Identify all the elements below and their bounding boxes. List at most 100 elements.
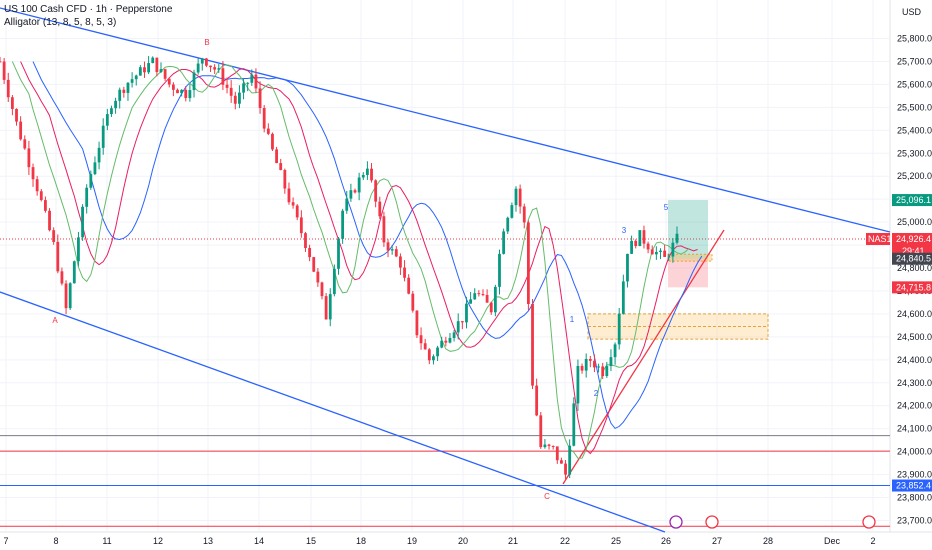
- wave-label[interactable]: 5: [664, 203, 669, 212]
- candle-body[interactable]: [89, 174, 93, 188]
- candle-body[interactable]: [522, 206, 526, 223]
- candle-body[interactable]: [233, 95, 237, 104]
- candle-body[interactable]: [576, 365, 580, 404]
- candle-body[interactable]: [213, 67, 217, 70]
- candle-body[interactable]: [184, 89, 188, 99]
- candle-body[interactable]: [564, 463, 567, 475]
- candle-body[interactable]: [357, 177, 361, 193]
- candle-body[interactable]: [663, 250, 667, 257]
- candle-body[interactable]: [151, 57, 155, 64]
- candle-body[interactable]: [386, 242, 390, 251]
- candle-body[interactable]: [10, 97, 14, 109]
- candle-body[interactable]: [229, 87, 233, 96]
- price-tag[interactable]: 23,852.4: [896, 481, 931, 491]
- candle-body[interactable]: [126, 82, 130, 93]
- candle-body[interactable]: [0, 61, 2, 63]
- candle-body[interactable]: [337, 238, 340, 269]
- wave-label[interactable]: A: [52, 316, 58, 325]
- candle-body[interactable]: [572, 403, 576, 446]
- candle-body[interactable]: [374, 180, 378, 202]
- candle-body[interactable]: [609, 357, 613, 367]
- wave-label[interactable]: 2: [594, 389, 599, 398]
- candle-body[interactable]: [81, 206, 84, 238]
- candle-body[interactable]: [328, 294, 332, 320]
- candle-body[interactable]: [568, 445, 572, 475]
- candle-body[interactable]: [192, 72, 196, 91]
- candle-body[interactable]: [279, 163, 283, 171]
- candle-body[interactable]: [407, 277, 411, 294]
- entry-box[interactable]: [667, 253, 713, 262]
- candle-body[interactable]: [432, 356, 435, 361]
- candle-body[interactable]: [93, 162, 97, 175]
- candle-body[interactable]: [304, 233, 307, 248]
- candle-body[interactable]: [147, 63, 151, 73]
- candle-body[interactable]: [283, 170, 287, 189]
- candle-body[interactable]: [502, 231, 506, 254]
- candle-body[interactable]: [650, 249, 654, 255]
- candle-body[interactable]: [353, 190, 357, 193]
- price-tag[interactable]: 24,715.8: [896, 282, 931, 292]
- candle-body[interactable]: [551, 445, 555, 447]
- candle-body[interactable]: [597, 366, 600, 368]
- candle-body[interactable]: [122, 89, 126, 93]
- candle-body[interactable]: [2, 61, 6, 80]
- candle-body[interactable]: [415, 310, 419, 336]
- candle-body[interactable]: [485, 295, 489, 303]
- candle-body[interactable]: [370, 168, 373, 181]
- candle-body[interactable]: [626, 253, 629, 282]
- candle-body[interactable]: [547, 444, 551, 446]
- candle-body[interactable]: [510, 205, 514, 218]
- candle-body[interactable]: [531, 304, 534, 386]
- candle-body[interactable]: [403, 267, 406, 278]
- candle-body[interactable]: [506, 217, 510, 232]
- candle-body[interactable]: [659, 250, 662, 252]
- candle-body[interactable]: [254, 74, 258, 89]
- candle-body[interactable]: [560, 460, 563, 464]
- candle-body[interactable]: [15, 108, 18, 122]
- candle-body[interactable]: [316, 271, 320, 283]
- candle-body[interactable]: [543, 444, 547, 448]
- candle-body[interactable]: [60, 271, 64, 284]
- candle-body[interactable]: [308, 247, 312, 258]
- wave-label[interactable]: 3: [622, 226, 627, 235]
- wave-label[interactable]: C: [544, 492, 550, 501]
- candle-body[interactable]: [163, 69, 167, 79]
- candle-body[interactable]: [118, 89, 122, 101]
- candle-body[interactable]: [77, 237, 80, 262]
- candle-body[interactable]: [617, 313, 621, 345]
- price-tag[interactable]: 24,840.5: [896, 254, 931, 264]
- candle-body[interactable]: [613, 344, 617, 358]
- candle-body[interactable]: [266, 128, 270, 134]
- candle-body[interactable]: [411, 293, 415, 311]
- candle-body[interactable]: [52, 230, 56, 242]
- candle-body[interactable]: [555, 446, 559, 461]
- candle-body[interactable]: [444, 340, 448, 343]
- candle-body[interactable]: [138, 67, 142, 76]
- candle-body[interactable]: [130, 79, 134, 83]
- candle-body[interactable]: [312, 257, 316, 272]
- candle-body[interactable]: [159, 69, 163, 72]
- candle-body[interactable]: [448, 337, 452, 343]
- candle-body[interactable]: [225, 84, 229, 88]
- candle-body[interactable]: [299, 217, 303, 234]
- rising-trendline[interactable]: [562, 229, 725, 485]
- candle-body[interactable]: [671, 242, 675, 257]
- candle-body[interactable]: [526, 222, 530, 305]
- candle-body[interactable]: [31, 167, 35, 180]
- candle-body[interactable]: [341, 210, 345, 239]
- candle-body[interactable]: [646, 243, 650, 250]
- candle-body[interactable]: [621, 281, 625, 314]
- candle-body[interactable]: [630, 240, 633, 254]
- flag-event-icon[interactable]: [705, 515, 719, 529]
- candle-body[interactable]: [456, 321, 460, 333]
- candle-body[interactable]: [518, 188, 522, 207]
- candle-body[interactable]: [258, 88, 262, 108]
- candle-body[interactable]: [419, 335, 423, 344]
- candle-body[interactable]: [580, 365, 584, 371]
- candle-body[interactable]: [460, 321, 464, 323]
- candle-body[interactable]: [394, 249, 398, 257]
- candle-body[interactable]: [134, 75, 138, 80]
- candle-body[interactable]: [605, 366, 609, 376]
